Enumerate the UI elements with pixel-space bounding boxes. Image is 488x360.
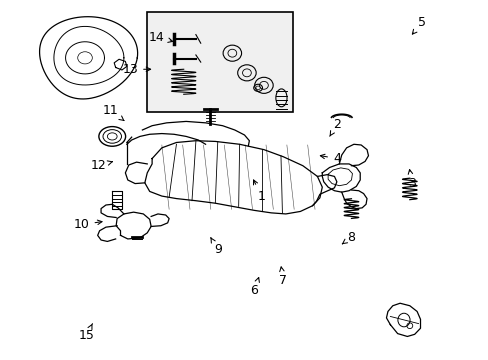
Text: 5: 5: [411, 16, 425, 34]
Text: 15: 15: [79, 324, 94, 342]
Bar: [147, 12, 292, 112]
Text: 6: 6: [250, 278, 259, 297]
Text: 11: 11: [102, 104, 123, 121]
Text: 10: 10: [74, 218, 102, 231]
Text: 2: 2: [329, 118, 340, 136]
Text: 3: 3: [407, 170, 415, 190]
Text: 4: 4: [320, 152, 340, 165]
Text: 14: 14: [149, 31, 172, 44]
Text: 8: 8: [342, 231, 355, 244]
Text: 9: 9: [210, 238, 221, 256]
Text: 12: 12: [91, 159, 112, 172]
Text: 7: 7: [279, 267, 287, 287]
Text: 13: 13: [122, 63, 150, 76]
Text: 1: 1: [253, 180, 265, 203]
